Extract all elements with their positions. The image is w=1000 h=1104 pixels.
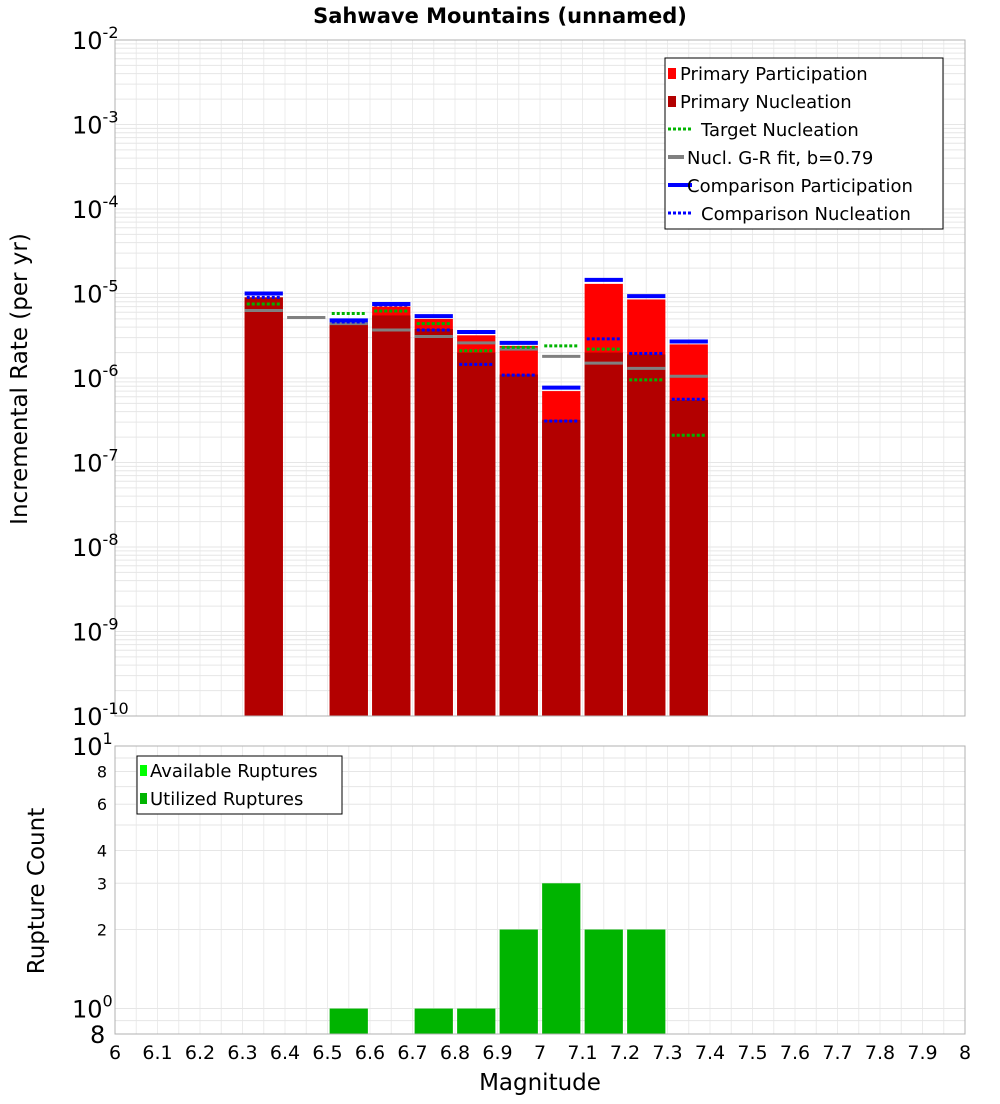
- legend-label: Nucl. G-R fit, b=0.79: [687, 148, 873, 169]
- y-tick-label: 2: [97, 921, 107, 940]
- top-y-ticks: 10-10 10-9 10-8 10-7 10-6 10-5 10-4 10-3 10-2: [72, 23, 129, 731]
- top-bars: [244, 283, 708, 716]
- nucleation-bar: [414, 329, 453, 716]
- nucleation-bar: [627, 354, 666, 716]
- x-tick-label: 6.8: [440, 1042, 470, 1064]
- x-tick-label: 7.5: [737, 1042, 767, 1064]
- y-tick-label: 101: [72, 729, 113, 761]
- nucleation-bar: [329, 322, 368, 716]
- nucleation-bar: [244, 297, 283, 716]
- x-tick-label: 7.3: [652, 1042, 682, 1064]
- y-tick-label: 10-8: [72, 530, 119, 562]
- x-tick-label: 7: [534, 1042, 546, 1064]
- legend-box: [136, 755, 343, 815]
- comparison-participation-mark-series: [244, 277, 708, 390]
- legend-box: [664, 57, 944, 230]
- legend-label: Comparison Participation: [687, 176, 913, 197]
- x-tick-label: 6.1: [142, 1042, 172, 1064]
- x-tick-label: 6.3: [227, 1042, 257, 1064]
- legend-swatch: [668, 96, 676, 107]
- y-tick-label: 10-3: [72, 108, 119, 140]
- rupture-bar: [627, 929, 666, 1034]
- legend-swatch: [140, 765, 147, 776]
- x-tick-label: 7.6: [780, 1042, 810, 1064]
- gr-fit-mark-series: [244, 308, 708, 378]
- x-tick-label: 6.6: [355, 1042, 385, 1064]
- nucleation-bar: [499, 374, 538, 716]
- y-tick-label: 100: [72, 992, 113, 1024]
- nucleation-bar: [584, 352, 623, 716]
- bottom-legend: Available Ruptures Utilized Ruptures: [136, 755, 343, 815]
- legend-label: Primary Participation: [680, 64, 868, 85]
- nucleation-bar: [669, 399, 708, 716]
- y-tick-label: 6: [97, 795, 107, 814]
- x-axis-label: Magnitude: [479, 1070, 601, 1096]
- y-tick-label: 8: [97, 762, 107, 781]
- x-tick-label: 7.9: [907, 1042, 937, 1064]
- x-tick-label: 6: [109, 1042, 121, 1064]
- rupture-bar: [542, 883, 581, 1034]
- legend-label: Primary Nucleation: [680, 92, 852, 113]
- y-tick-label: 10-6: [72, 361, 119, 393]
- y-tick-label: 8: [90, 1021, 105, 1049]
- y-tick-label: 4: [97, 841, 107, 860]
- rupture-bar: [457, 1008, 496, 1034]
- top-y-axis-label: Incremental Rate (per yr): [7, 233, 33, 525]
- y-tick-label: 10-7: [72, 446, 119, 478]
- legend-swatch: [140, 793, 147, 804]
- bottom-y-axis-label: Rupture Count: [24, 808, 50, 974]
- x-tick-label: 6.4: [270, 1042, 300, 1064]
- nucleation-bar: [372, 315, 411, 716]
- rupture-bar: [329, 1008, 368, 1034]
- comparison-nucleation-mark-series: [246, 295, 706, 423]
- x-tick-label: 7.7: [822, 1042, 852, 1064]
- y-tick-label: 10-4: [72, 192, 119, 224]
- y-tick-label: 10-5: [72, 277, 119, 309]
- target-nucleation-mark-series: [246, 302, 706, 437]
- bottom-bars: [329, 883, 666, 1034]
- legend-label: Available Ruptures: [150, 761, 318, 782]
- x-tick-label: 7.2: [610, 1042, 640, 1064]
- x-ticks: 6 6.1 6.2 6.3 6.4 6.5 6.6 6.7 6.8 6.9 7 7.1 7.2 7.3 7.…: [109, 1042, 971, 1064]
- rupture-bar: [499, 929, 538, 1034]
- nucleation-bar: [457, 352, 496, 716]
- chart-title: Sahwave Mountains (unnamed): [313, 4, 687, 28]
- y-tick-label: 10-9: [72, 615, 119, 647]
- x-tick-label: 6.2: [185, 1042, 215, 1064]
- y-tick-label: 10-10: [72, 699, 129, 731]
- x-tick-label: 7.4: [695, 1042, 725, 1064]
- x-tick-label: 8: [959, 1042, 971, 1064]
- legend-label: Utilized Ruptures: [150, 789, 303, 810]
- x-tick-label: 7.8: [865, 1042, 895, 1064]
- legend-label: Target Nucleation: [700, 120, 859, 141]
- y-tick-label: 3: [97, 874, 107, 893]
- legend-swatch: [668, 68, 676, 79]
- x-tick-label: 6.9: [482, 1042, 512, 1064]
- nucleation-bar: [542, 419, 581, 716]
- y-tick-label: 10-2: [72, 23, 119, 55]
- top-plot-frame: [114, 39, 966, 717]
- legend-label: Comparison Nucleation: [701, 204, 911, 225]
- x-tick-label: 7.1: [567, 1042, 597, 1064]
- x-tick-label: 6.5: [312, 1042, 342, 1064]
- bottom-plot-frame: [114, 745, 966, 1035]
- rupture-bar: [584, 929, 623, 1034]
- top-legend: Primary Participation Primary Nucleation T…: [664, 57, 944, 230]
- rupture-bar: [414, 1008, 453, 1034]
- x-tick-label: 6.7: [397, 1042, 427, 1064]
